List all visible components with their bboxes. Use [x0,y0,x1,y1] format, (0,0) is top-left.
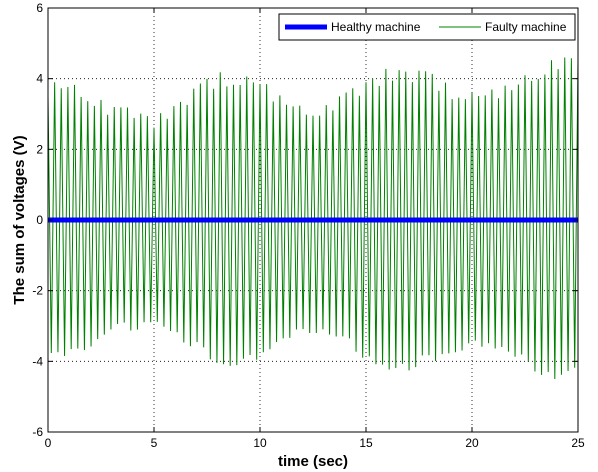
x-tick-label: 20 [465,436,479,450]
x-tick-label: 0 [45,436,52,450]
legend-entry-faulty-label: Faulty machine [485,20,567,34]
legend: Healthy machine Faulty machine [278,13,576,41]
x-tick-label: 5 [151,436,158,450]
y-axis-label: The sum of voltages (V) [11,135,28,304]
ticks: 0 5 10 15 20 25 -6 -4 -2 0 2 4 6 [32,1,585,450]
legend-box [278,13,576,41]
y-tick-label: -4 [32,354,43,368]
y-tick-label: 0 [36,213,43,227]
y-tick-label: 4 [36,72,43,86]
x-tick-label: 15 [359,436,373,450]
x-tick-label: 10 [253,436,267,450]
series-faulty-machine [47,57,579,379]
x-axis-label: time (sec) [278,453,348,470]
series-layer [47,57,579,379]
y-tick-label: -2 [32,284,43,298]
x-tick-label: 25 [571,436,585,450]
legend-entry-healthy-label: Healthy machine [331,20,421,34]
y-tick-label: -6 [32,425,43,439]
y-tick-label: 2 [36,142,43,156]
y-tick-label: 6 [36,1,43,15]
